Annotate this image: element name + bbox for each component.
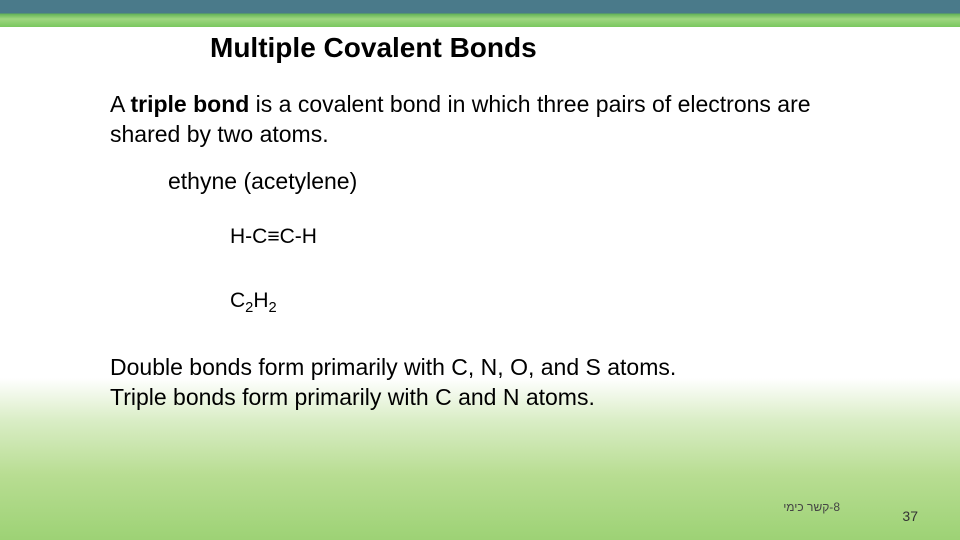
slide-title: Multiple Covalent Bonds: [210, 32, 850, 64]
closing-paragraph: Double bonds form primarily with C, N, O…: [110, 353, 850, 413]
page-number: 37: [902, 508, 918, 524]
example-name: ethyne (acetylene): [168, 168, 850, 195]
definition-paragraph: A triple bond is a covalent bond in whic…: [110, 90, 850, 150]
def-bold-term: triple bond: [130, 91, 249, 117]
mol-sub2: 2: [269, 300, 277, 316]
closing-line2: Triple bonds form primarily with C and N…: [110, 384, 595, 410]
structural-formula: H-C≡C-H: [230, 225, 850, 249]
closing-line1: Double bonds form primarily with C, N, O…: [110, 354, 676, 380]
def-prefix: A: [110, 91, 130, 117]
molecular-formula: C2H2: [230, 289, 850, 313]
mol-h: H: [253, 289, 268, 312]
slide-content: Multiple Covalent Bonds A triple bond is…: [0, 0, 960, 413]
mol-c: C: [230, 289, 245, 312]
footer-chapter-label: 8-קשר כימי: [783, 500, 840, 514]
